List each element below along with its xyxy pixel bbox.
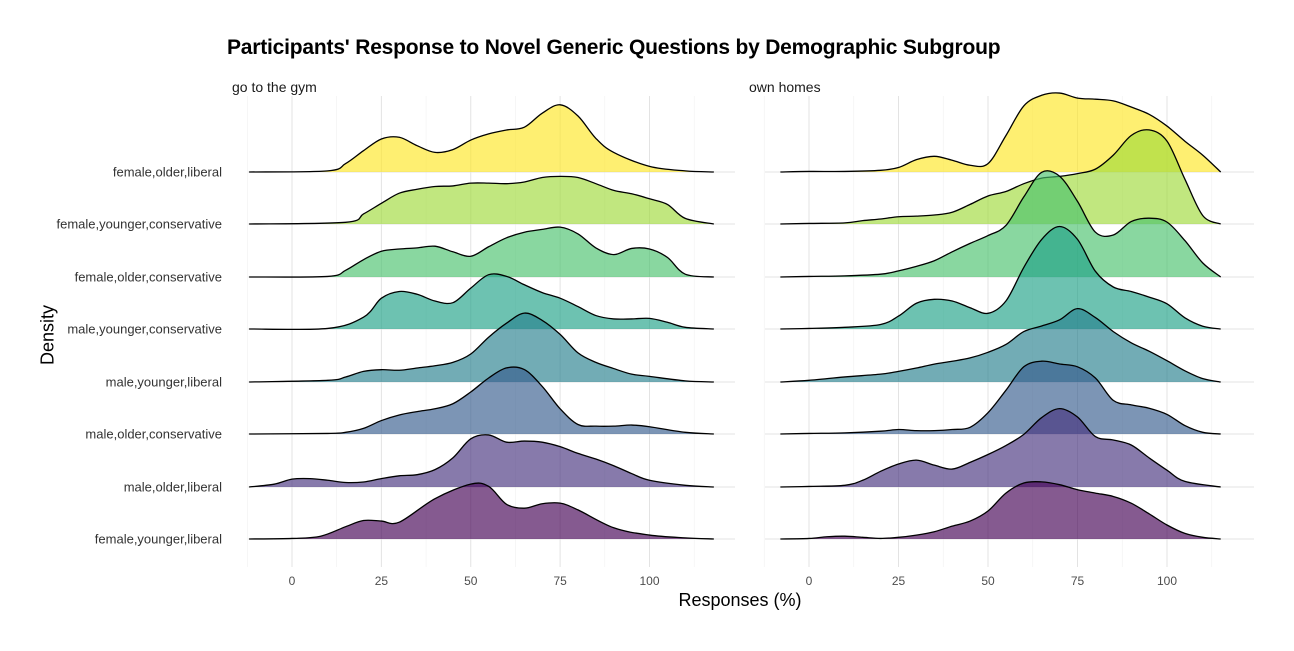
ridge-line-female-older-conservative [780, 170, 1222, 278]
ridge-area-female-older-conservative [249, 227, 714, 278]
x-tick-label: 50 [464, 574, 478, 588]
x-tick-label: 25 [375, 574, 389, 588]
facet-label-homes: own homes [749, 79, 821, 95]
x-tick-label: 0 [806, 574, 813, 588]
ridge-area-female-younger-liberal [780, 481, 1221, 539]
ridge-line-male-younger-liberal [249, 312, 714, 383]
ridge-line-female-younger-conservative [780, 129, 1221, 225]
facet-label-gym: go to the gym [232, 79, 317, 95]
ridge-area-female-older-liberal [249, 104, 714, 172]
x-tick-label: 75 [1071, 574, 1085, 588]
ridge-line-male-older-conservative [780, 360, 1221, 435]
x-tick-label: 100 [639, 574, 659, 588]
ridge-area-male-younger-liberal [249, 313, 714, 382]
ridge-line-female-older-liberal [249, 104, 714, 173]
category-label: female,younger,conservative [56, 216, 222, 232]
category-label: male,older,conservative [85, 426, 222, 442]
x-tick-label: 0 [289, 574, 296, 588]
ridge-area-male-younger-conservative [780, 226, 1221, 329]
ridge-area-male-older-liberal [249, 434, 714, 487]
ridge-area-female-older-liberal [780, 92, 1221, 172]
ridge-area-male-older-conservative [249, 367, 714, 434]
chart-title: Participants' Response to Novel Generic … [227, 36, 1001, 59]
ridge-area-female-younger-conservative [780, 129, 1221, 224]
category-label: female,older,conservative [74, 269, 222, 285]
category-label: male,older,liberal [123, 479, 222, 495]
ridge-area-female-younger-liberal [249, 483, 714, 539]
x-tick-label: 50 [981, 574, 995, 588]
ridge-line-male-younger-conservative [780, 225, 1221, 330]
ridge-line-female-younger-liberal [780, 480, 1221, 540]
category-label: female,older,liberal [112, 164, 222, 180]
ridge-line-female-younger-conservative [249, 175, 714, 225]
ridge-line-male-older-conservative [249, 366, 714, 435]
x-tick-label: 75 [553, 574, 567, 588]
ridge-area-male-younger-liberal [780, 308, 1221, 382]
ridge-line-male-older-liberal [249, 434, 714, 488]
x-axis-label: Responses (%) [678, 590, 802, 610]
ridge-line-male-older-liberal [780, 407, 1221, 488]
x-tick-label: 100 [1157, 574, 1177, 588]
category-label: male,younger,conservative [67, 321, 222, 337]
ridge-line-female-younger-liberal [249, 482, 714, 540]
category-label: female,younger,liberal [94, 531, 222, 547]
ridge-area-male-younger-conservative [249, 273, 714, 330]
ridge-line-female-older-liberal [780, 92, 1222, 173]
category-label: male,younger,liberal [105, 374, 222, 390]
ridge-line-female-older-conservative [249, 226, 714, 278]
ridge-line-male-younger-conservative [249, 273, 714, 331]
ridge-area-female-older-conservative [780, 170, 1221, 277]
x-tick-label: 25 [892, 574, 906, 588]
ridge-area-female-younger-conservative [249, 176, 714, 224]
ridge-line-male-younger-liberal [780, 307, 1221, 383]
